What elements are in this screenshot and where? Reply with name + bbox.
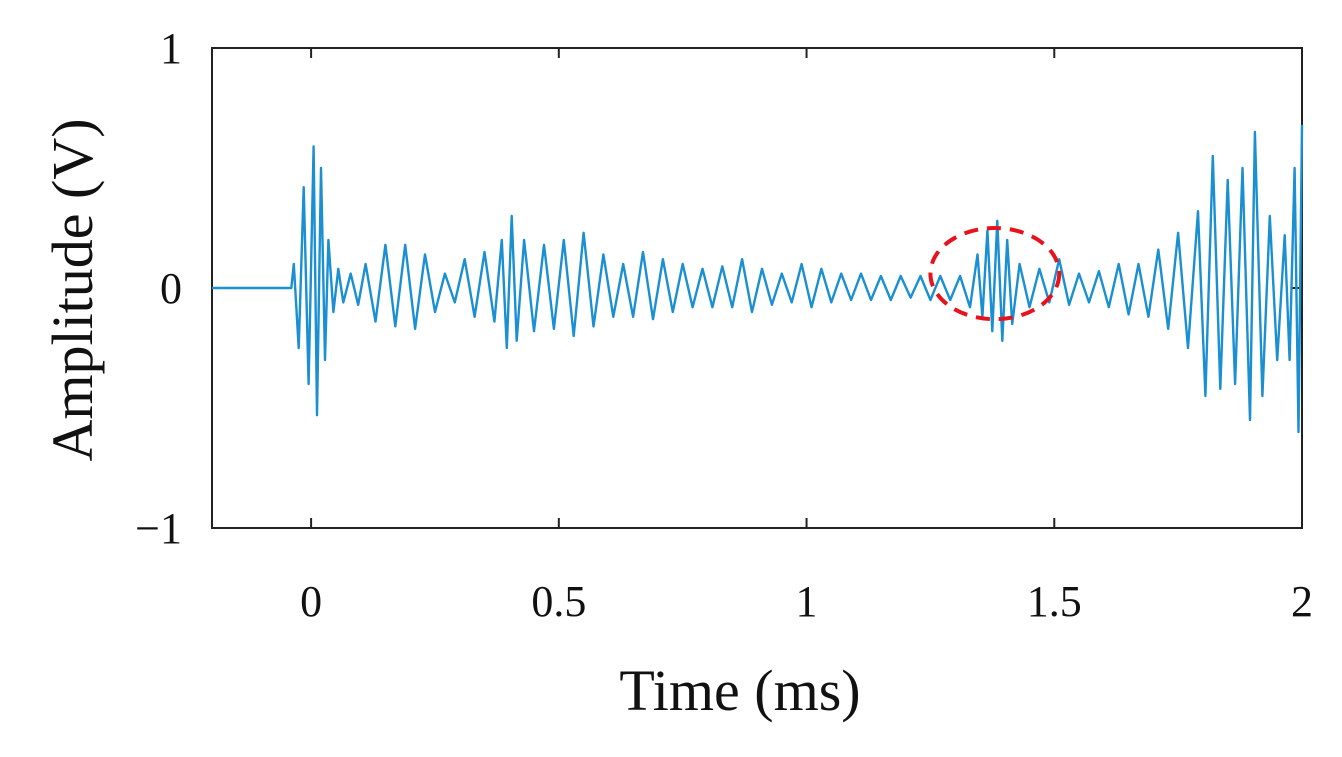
y-tick-label: 0 <box>160 264 182 313</box>
y-tick-label: −1 <box>135 504 182 553</box>
x-tick-label: 1.5 <box>1027 577 1082 626</box>
x-tick-label: 1 <box>796 577 818 626</box>
x-axis-title: Time (ms) <box>619 658 860 723</box>
signal-series-line <box>212 124 1304 434</box>
plot-area: 0 0.5 1 1.5 2 1 0 −1 <box>135 24 1313 626</box>
highlight-circle <box>928 226 1062 322</box>
y-tick-label: 1 <box>160 24 182 73</box>
x-tick-label: 0 <box>300 577 322 626</box>
x-tick-label: 2 <box>1291 577 1313 626</box>
x-tick-label: 0.5 <box>531 577 586 626</box>
y-axis-title: Amplitude (V) <box>40 118 105 461</box>
